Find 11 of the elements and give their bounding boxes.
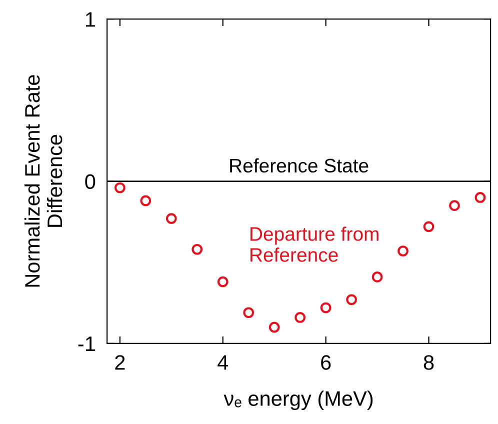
y-tick-label: 1 xyxy=(86,12,95,27)
y-tick-label: 0 xyxy=(85,174,96,190)
x-tick-label: 8 xyxy=(424,355,434,370)
y-tick-label: -1 xyxy=(78,336,95,351)
x-axis-title: νₑ energy (MeV) xyxy=(224,390,373,410)
y-axis-title: Normalized Event Rate Difference xyxy=(24,75,62,287)
x-tick-label: 4 xyxy=(218,355,228,370)
x-tick-label: 2 xyxy=(115,355,125,370)
x-tick-label: 6 xyxy=(321,355,331,370)
annotation: Departure from Reference xyxy=(250,226,378,262)
ref-line-label: Reference State xyxy=(230,158,368,173)
